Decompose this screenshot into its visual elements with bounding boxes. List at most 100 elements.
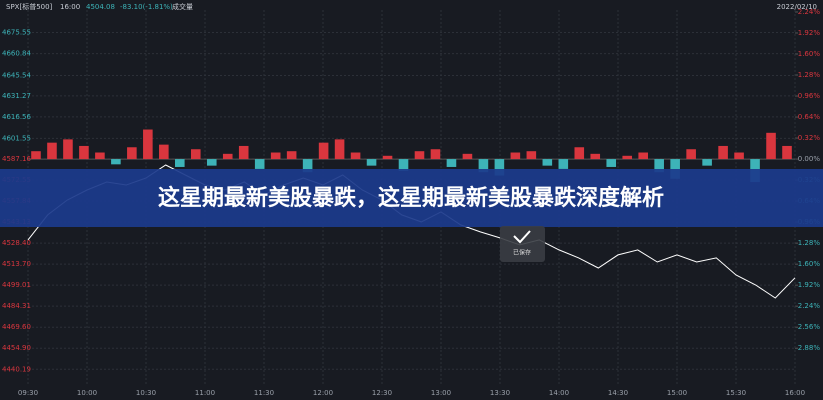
bar [143, 129, 153, 160]
y2-tick-label: 1.28% [798, 239, 821, 247]
bar [175, 159, 185, 167]
bar [63, 139, 73, 160]
y2-tick-label: 1.28% [798, 71, 821, 79]
x-tick-label: 09:30 [18, 389, 38, 397]
x-tick-label: 11:00 [195, 389, 215, 397]
y2-tick-label: 1.60% [798, 260, 821, 268]
bar [190, 149, 201, 160]
bar [254, 159, 265, 169]
banner: 这星期最新美股暴跌，这星期最新美股暴跌深度解析 [0, 169, 823, 227]
bar [446, 159, 457, 167]
volume-label: 成交量 [172, 2, 193, 11]
y-tick-label: 4469.60 [2, 323, 31, 331]
bar [686, 149, 696, 160]
bar [670, 159, 680, 179]
y-tick-label: 4601.55 [2, 134, 31, 142]
y-tick-label: 4454.90 [2, 344, 31, 352]
y-tick-label: 4645.54 [2, 71, 31, 79]
change: -83.10(-1.81%) [120, 3, 173, 11]
y-tick-label: 4528.40 [2, 239, 31, 247]
grid [27, 10, 798, 385]
bar [159, 144, 169, 160]
x-tick-label: 10:00 [77, 389, 97, 397]
bar [206, 159, 217, 166]
bar [350, 152, 361, 160]
bar [366, 159, 377, 166]
header: SPX[标普500] 16:00 4504.08 -83.10(-1.81%) … [6, 2, 817, 11]
y-tick-label: 4631.27 [2, 92, 31, 100]
bar [31, 151, 41, 160]
x-tick-label: 13:30 [490, 389, 510, 397]
x-tick-label: 12:00 [313, 389, 333, 397]
toast-text: 已保存 [513, 249, 531, 257]
bar [127, 147, 137, 160]
y-tick-label: 4513.70 [2, 260, 31, 268]
bar [542, 159, 553, 166]
bar [558, 159, 569, 169]
bar [702, 159, 712, 166]
bar [494, 159, 505, 176]
bar [478, 159, 489, 173]
y2-tick-label: 1.60% [798, 50, 821, 58]
y-tick-label: 4660.84 [2, 50, 31, 58]
bar [510, 152, 521, 160]
y2-tick-label: 1.92% [798, 29, 821, 37]
bar [766, 132, 776, 160]
y-tick-label: 4675.55 [2, 29, 31, 37]
date: 2022/02/10 [777, 3, 817, 11]
y-tick-label: 4499.01 [2, 281, 31, 289]
toast: 已保存 [500, 226, 545, 262]
banner-title: 这星期最新美股暴跌，这星期最新美股暴跌深度解析 [158, 185, 664, 211]
bar [222, 153, 233, 160]
y2-tick-label: 0.00% [798, 155, 821, 163]
y2-tick-label: 0.64% [798, 113, 821, 121]
time: 16:00 [60, 3, 80, 11]
symbol: SPX[标普500] [6, 2, 53, 11]
y-tick-label: 4440.19 [2, 365, 31, 373]
x-tick-label: 10:30 [136, 389, 156, 397]
y2-tick-label: 2.24% [798, 8, 821, 16]
x-tick-label: 14:00 [549, 389, 569, 397]
x-tick-label: 14:30 [608, 389, 628, 397]
bar [334, 139, 345, 160]
y2-tick-label: 0.32% [798, 134, 821, 142]
bar [47, 142, 57, 160]
bar [430, 149, 441, 160]
bar [238, 145, 249, 160]
bar [111, 159, 121, 165]
y-tick-label: 4587.16 [2, 155, 31, 163]
bar [318, 142, 329, 160]
y2-tick-label: 1.92% [798, 281, 821, 289]
bar [574, 147, 585, 160]
bar [462, 153, 473, 160]
bar [302, 159, 313, 173]
bar [414, 151, 425, 160]
bar [270, 152, 281, 160]
bar [590, 153, 601, 160]
bar [606, 159, 617, 167]
x-tick-label: 13:00 [431, 389, 451, 397]
bar [622, 155, 633, 160]
bar [286, 151, 297, 160]
x-tick-label: 15:30 [726, 389, 746, 397]
price: 4504.08 [86, 3, 115, 11]
y2-tick-label: 2.88% [798, 344, 821, 352]
bar [79, 145, 89, 160]
bar [638, 152, 648, 160]
bar [734, 152, 744, 160]
bar [782, 145, 792, 160]
y2-tick-label: 2.24% [798, 302, 821, 310]
banner-band [0, 169, 823, 227]
bar [526, 151, 537, 160]
bar [95, 152, 105, 160]
y-tick-label: 4616.56 [2, 113, 31, 121]
toast-box [500, 226, 545, 262]
y2-tick-label: 2.56% [798, 323, 821, 331]
x-tick-label: 15:00 [667, 389, 687, 397]
bar [382, 155, 393, 160]
bar [398, 159, 409, 171]
bar [654, 159, 664, 173]
x-tick-label: 11:30 [254, 389, 274, 397]
